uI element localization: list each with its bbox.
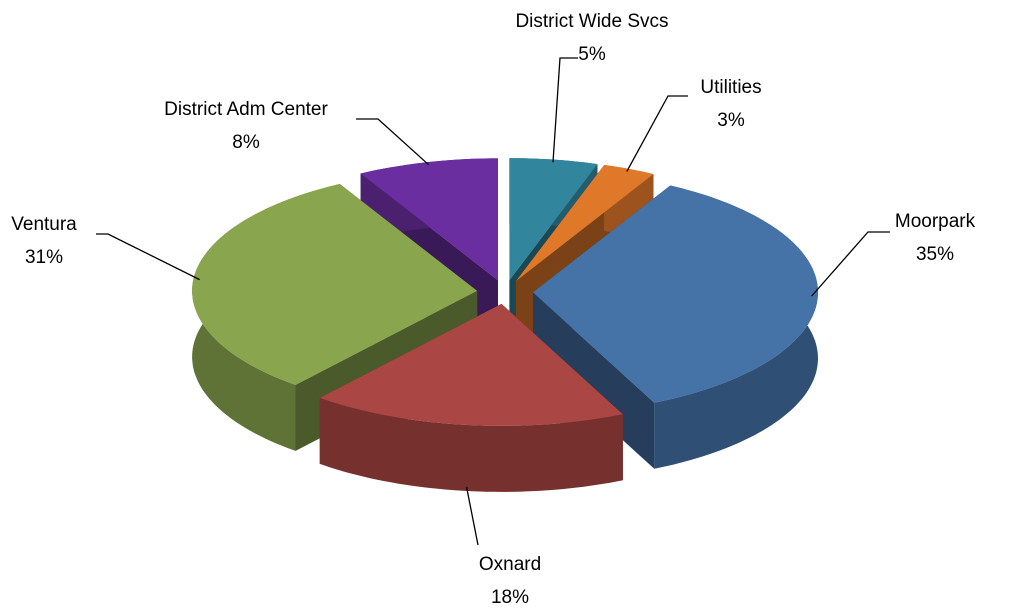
slice-wall: [319, 397, 623, 492]
slice-side: [533, 292, 655, 469]
data-label-name: Oxnard: [479, 554, 541, 575]
leader-line: [626, 95, 688, 172]
data-label-value: 35%: [916, 244, 954, 265]
slice-side-shade: [533, 292, 655, 469]
leader-line: [552, 57, 578, 163]
data-label-name: Ventura: [11, 214, 77, 235]
slice-top: [360, 158, 498, 281]
leader-line: [356, 118, 430, 166]
data-label-name: Moorpark: [895, 211, 976, 232]
slice-wall-shade: [319, 397, 623, 492]
leader-line: [465, 486, 479, 546]
slice-top: [509, 158, 598, 281]
slice-top: [319, 303, 623, 426]
slice-top: [192, 184, 478, 385]
leader-line: [811, 231, 890, 297]
leader-line: [96, 233, 200, 281]
data-label-name: District Wide Svcs: [515, 11, 668, 32]
slice-top: [533, 185, 818, 403]
slice-top: [516, 165, 654, 281]
data-label-value: 8%: [232, 132, 260, 153]
data-label-value: 5%: [578, 44, 606, 65]
data-label-name: Utilities: [700, 77, 761, 98]
data-label-value: 18%: [491, 587, 529, 608]
data-label-value: 3%: [717, 110, 745, 131]
data-label-value: 31%: [25, 247, 63, 268]
data-label-name: District Adm Center: [164, 99, 328, 120]
